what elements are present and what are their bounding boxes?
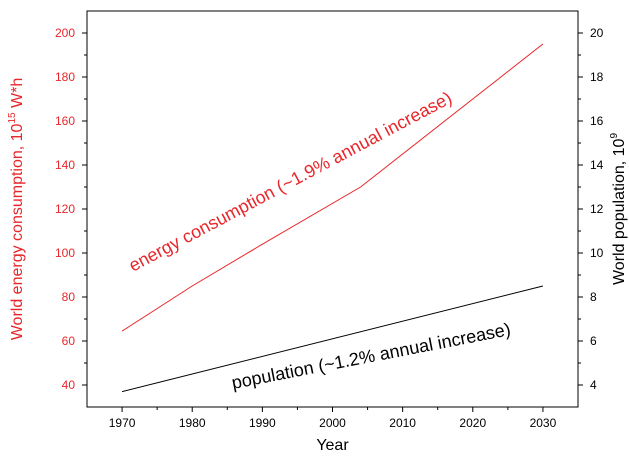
x-tick-label: 1990: [249, 416, 276, 430]
x-tick-label: 2020: [459, 416, 486, 430]
left-tick-label: 200: [55, 26, 75, 40]
right-tick-label: 12: [590, 202, 604, 216]
x-tick-label: 1970: [109, 416, 136, 430]
left-tick-label: 40: [62, 378, 76, 392]
left-tick-label: 120: [55, 202, 75, 216]
x-axis-title: Year: [316, 437, 349, 454]
x-axis-ticks: 1970 1980 1990 2000 2010 2020 2030: [109, 407, 557, 430]
left-axis-title: World energy consumption, 1015 W*h: [7, 78, 26, 341]
left-tick-label: 160: [55, 114, 75, 128]
left-axis-title-exponent: 15: [7, 112, 18, 124]
right-axis-title-exponent: 9: [609, 133, 620, 139]
left-axis-ticks: 40 60 80 100 120 140 160 180 200: [55, 26, 87, 392]
series-group: [121, 43, 544, 393]
left-tick-label: 140: [55, 158, 75, 172]
right-tick-label: 20: [590, 26, 604, 40]
population-annotation: population (~1.2% annual increase): [230, 319, 512, 393]
left-axis-title-unit: W*h: [9, 78, 26, 113]
right-tick-label: 14: [590, 158, 604, 172]
x-tick-label: 2000: [319, 416, 346, 430]
left-tick-label: 60: [62, 334, 76, 348]
left-axis-title-base: World energy consumption, 10: [9, 123, 26, 340]
right-tick-label: 8: [590, 290, 597, 304]
plot-frame: [86, 10, 579, 408]
left-tick-label: 180: [55, 70, 75, 84]
population-line: [121, 285, 544, 393]
right-tick-label: 18: [590, 70, 604, 84]
x-tick-label: 1980: [179, 416, 206, 430]
right-tick-label: 10: [590, 246, 604, 260]
right-tick-label: 4: [590, 378, 597, 392]
left-tick-label: 100: [55, 246, 75, 260]
right-axis-title-base: World population, 10: [611, 138, 628, 285]
x-tick-label: 2030: [530, 416, 557, 430]
x-tick-label: 2010: [389, 416, 416, 430]
left-tick-label: 80: [62, 290, 76, 304]
right-axis-ticks: 4 6 8 10 12 14 16 18 20: [578, 26, 604, 392]
right-axis-title: World population, 109: [609, 133, 628, 285]
right-tick-label: 16: [590, 114, 604, 128]
energy-annotation: energy consumption (~1.9% annual increas…: [125, 88, 455, 276]
right-tick-label: 6: [590, 334, 597, 348]
energy-consumption-line: [121, 43, 544, 332]
